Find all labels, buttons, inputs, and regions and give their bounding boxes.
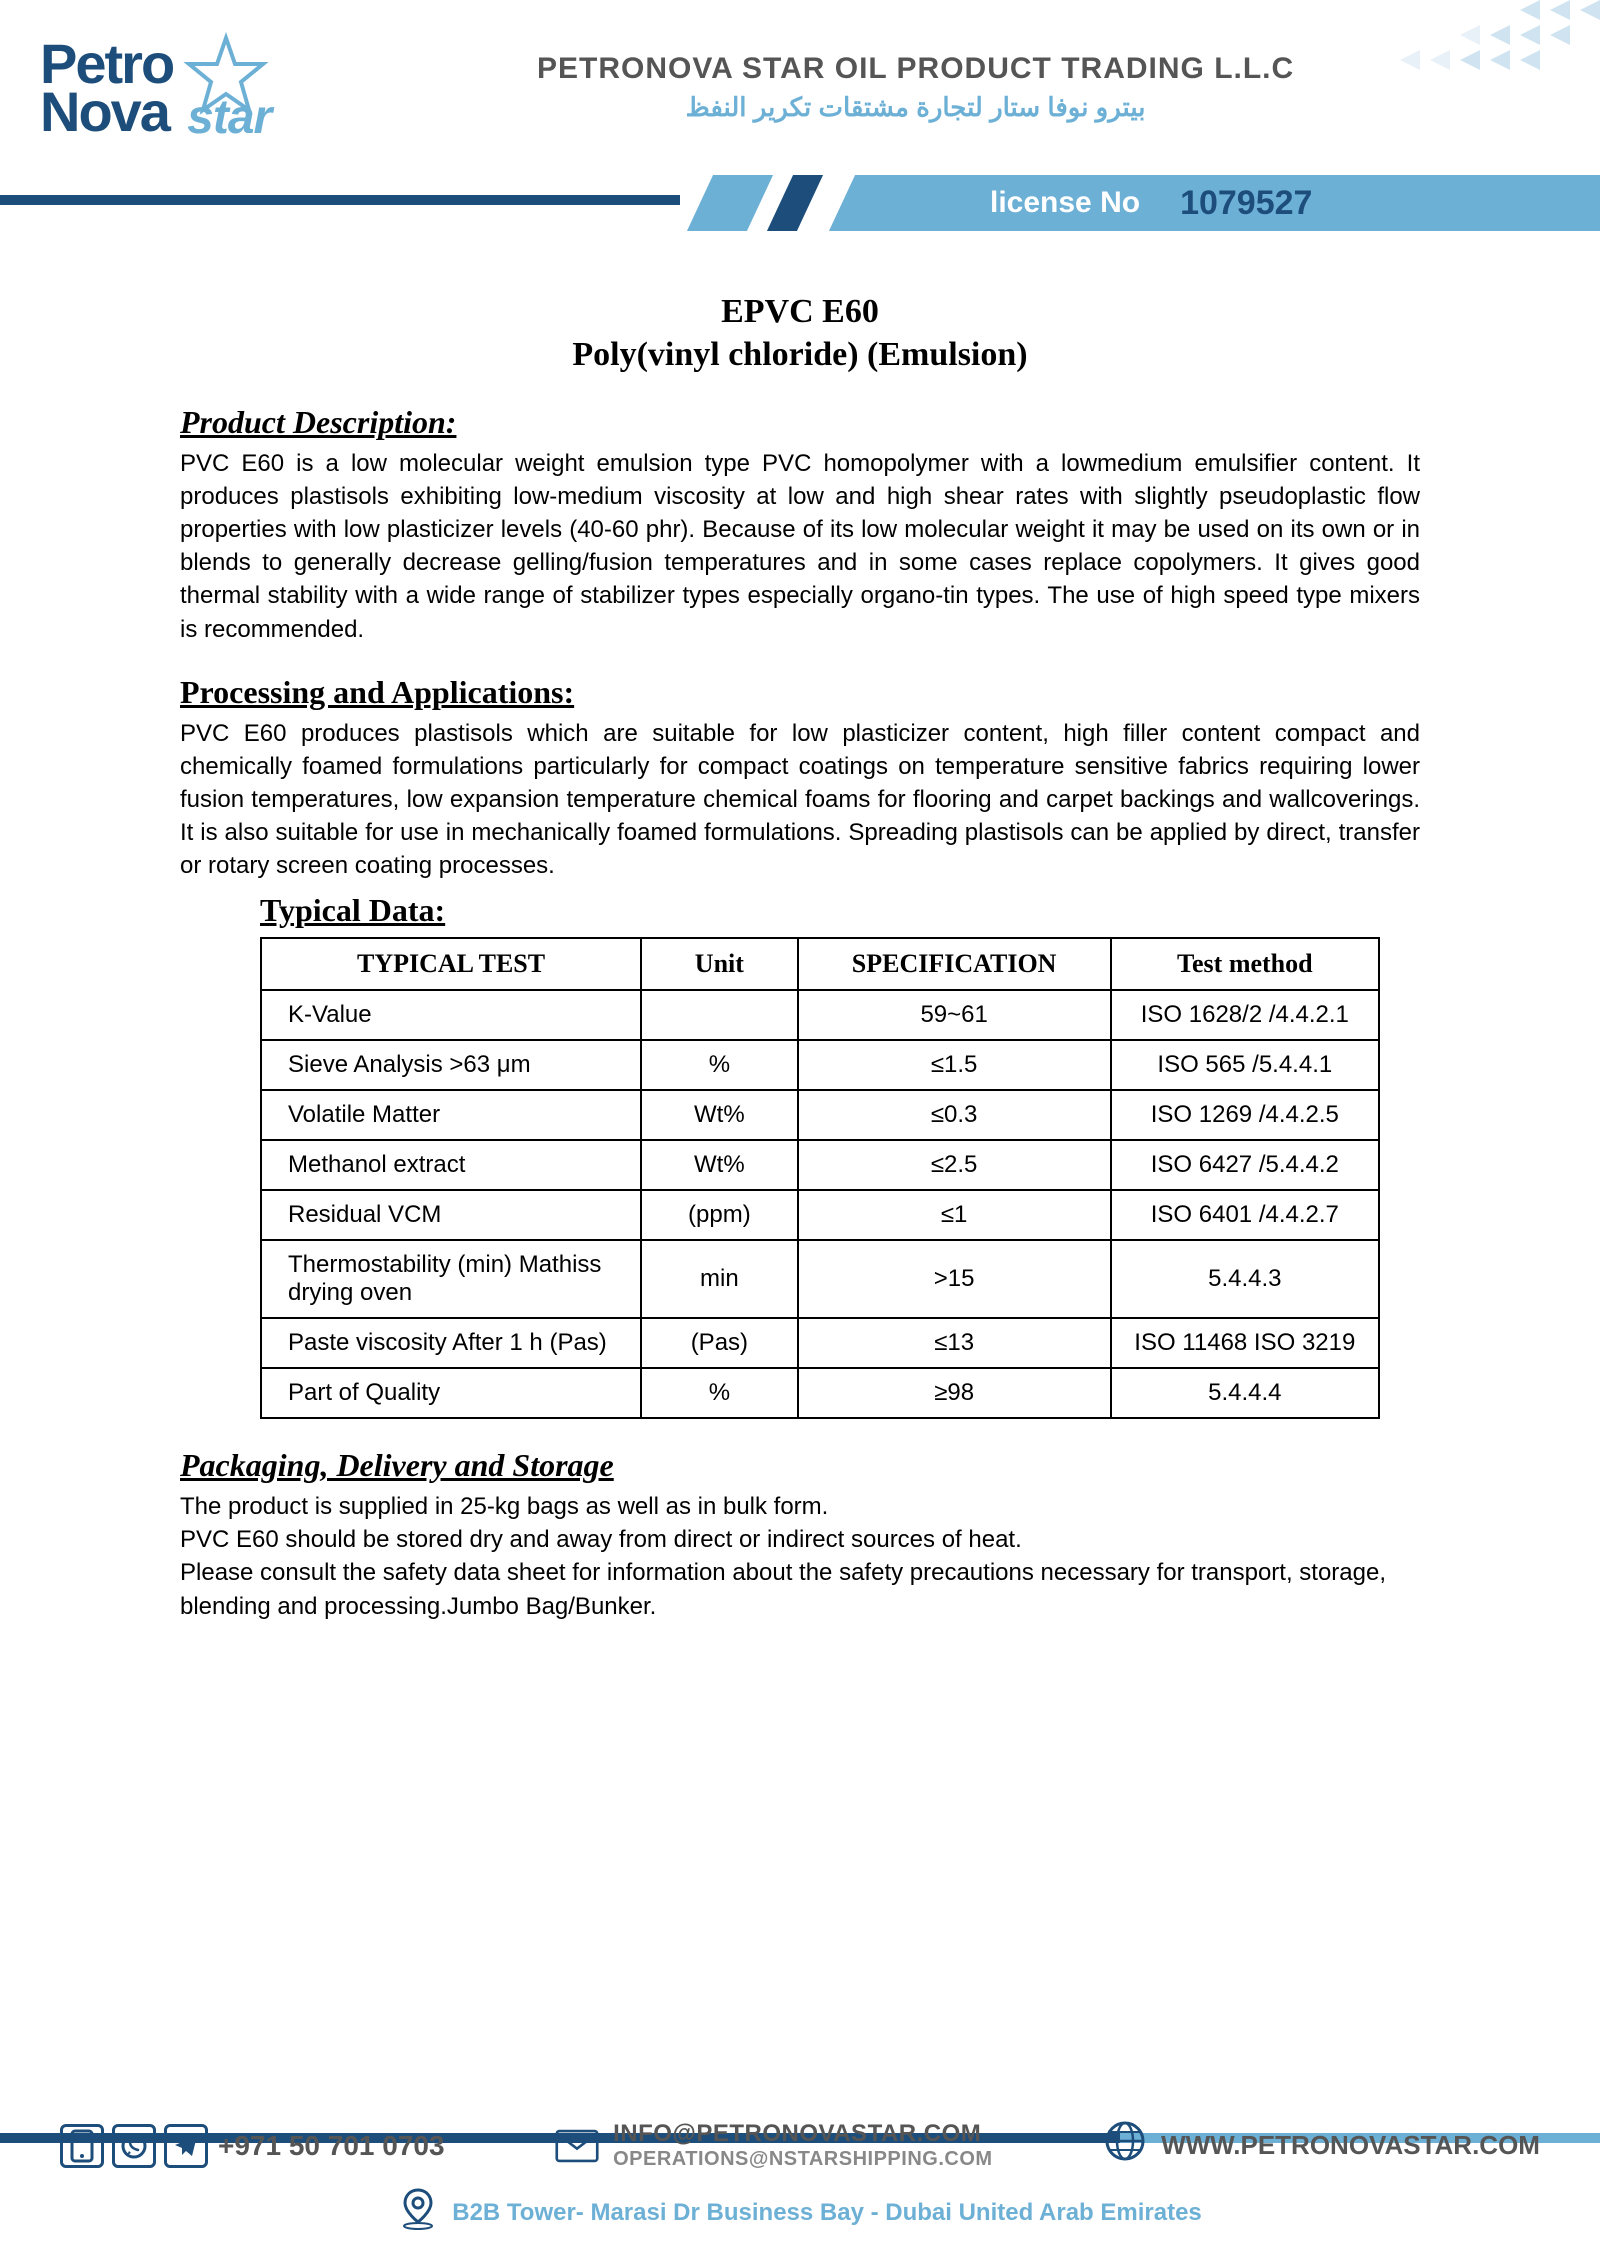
cell-spec: ≤13 [798,1318,1111,1368]
cell-unit [641,990,798,1040]
typical-data-section: Typical Data: TYPICAL TEST Unit SPECIFIC… [260,892,1380,1419]
cell-spec: ≤1 [798,1190,1111,1240]
cell-spec: ≤1.5 [798,1040,1111,1090]
footer-contacts: +971 50 701 0703 INFO@PETRONOVASTAR.COM … [60,2119,1540,2172]
location-icon [398,2186,438,2239]
col-method: Test method [1111,938,1379,990]
license-box: license No 1079527 [870,175,1600,231]
cell-test: Part of Quality [261,1368,641,1418]
table-row: K-Value 59~61ISO 1628/2 /4.4.2.1 [261,990,1379,1040]
cell-test: K-Value [261,990,641,1040]
cell-test: Sieve Analysis >63 μm [261,1040,641,1090]
logo-wordmark: Petro Nova [40,40,173,135]
phone-block: +971 50 701 0703 [60,2124,445,2168]
page: Petro Nova star PETRONOVA STAR OIL PRODU… [0,0,1600,2263]
cell-test: Residual VCM [261,1190,641,1240]
cell-method: ISO 1628/2 /4.4.2.1 [1111,990,1379,1040]
cell-spec: ≥98 [798,1368,1111,1418]
table-row: Part of Quality%≥985.4.4.4 [261,1368,1379,1418]
title-line2: Poly(vinyl chloride) (Emulsion) [180,334,1420,377]
cell-unit: min [641,1240,798,1318]
cell-method: ISO 565 /5.4.4.1 [1111,1040,1379,1090]
license-label: license No [990,186,1140,220]
logo-line2: Nova [40,88,173,136]
cell-test: Paste viscosity After 1 h (Pas) [261,1318,641,1368]
section-heading-description: Product Description: [180,404,1420,441]
globe-icon [1103,2119,1147,2172]
cell-test: Thermostability (min) Mathiss drying ove… [261,1240,641,1318]
license-bar-slash2 [767,175,823,231]
email-secondary: OPERATIONS@NSTARSHIPPING.COM [613,2148,992,2171]
email-lines: INFO@PETRONOVASTAR.COM OPERATIONS@NSTARS… [613,2120,992,2171]
phone-number: +971 50 701 0703 [218,2130,445,2162]
document-title: EPVC E60 Poly(vinyl chloride) (Emulsion) [180,291,1420,376]
table-header-row: TYPICAL TEST Unit SPECIFICATION Test met… [261,938,1379,990]
email-block: INFO@PETRONOVASTAR.COM OPERATIONS@NSTARS… [555,2120,992,2171]
section-heading-typical-data: Typical Data: [260,892,1380,929]
cell-test: Methanol extract [261,1140,641,1190]
telegram-icon [164,2124,208,2168]
spec-table: TYPICAL TEST Unit SPECIFICATION Test met… [260,937,1380,1419]
header-decoration [1100,0,1600,100]
col-test: TYPICAL TEST [261,938,641,990]
cell-method: ISO 11468 ISO 3219 [1111,1318,1379,1368]
section-heading-packaging: Packaging, Delivery and Storage [180,1447,1420,1484]
table-row: Paste viscosity After 1 h (Pas)(Pas)≤13I… [261,1318,1379,1368]
table-row: Thermostability (min) Mathiss drying ove… [261,1240,1379,1318]
table-row: Residual VCM(ppm)≤1ISO 6401 /4.4.2.7 [261,1190,1379,1240]
table-row: Volatile MatterWt%≤0.3ISO 1269 /4.4.2.5 [261,1090,1379,1140]
cell-method: 5.4.4.4 [1111,1368,1379,1418]
website-url: WWW.PETRONOVASTAR.COM [1161,2130,1540,2161]
cell-unit: % [641,1040,798,1090]
cell-method: ISO 6427 /5.4.4.2 [1111,1140,1379,1190]
col-unit: Unit [641,938,798,990]
license-bar-slash1 [687,175,773,231]
license-bar-line [0,195,680,205]
cell-spec: >15 [798,1240,1111,1318]
whatsapp-icon [112,2124,156,2168]
cell-method: 5.4.4.3 [1111,1240,1379,1318]
logo-star: star [181,30,271,145]
packaging-paragraph: The product is supplied in 25-kg bags as… [180,1490,1420,1622]
cell-unit: (ppm) [641,1190,798,1240]
cell-unit: Wt% [641,1090,798,1140]
table-row: Sieve Analysis >63 μm%≤1.5ISO 565 /5.4.4… [261,1040,1379,1090]
email-primary: INFO@PETRONOVASTAR.COM [613,2120,992,2148]
footer: +971 50 701 0703 INFO@PETRONOVASTAR.COM … [0,2119,1600,2239]
logo: Petro Nova star [40,30,271,145]
title-line1: EPVC E60 [180,291,1420,334]
cell-method: ISO 6401 /4.4.2.7 [1111,1190,1379,1240]
mail-icon [555,2124,599,2168]
document-content: EPVC E60 Poly(vinyl chloride) (Emulsion)… [0,231,1600,1663]
phone-icon [60,2124,104,2168]
table-row: Methanol extractWt%≤2.5ISO 6427 /5.4.4.2 [261,1140,1379,1190]
address-row: B2B Tower- Marasi Dr Business Bay - Duba… [60,2186,1540,2239]
website-block: WWW.PETRONOVASTAR.COM [1103,2119,1540,2172]
cell-test: Volatile Matter [261,1090,641,1140]
license-bar: license No 1079527 [0,175,1600,231]
description-paragraph: PVC E60 is a low molecular weight emulsi… [180,447,1420,646]
cell-method: ISO 1269 /4.4.2.5 [1111,1090,1379,1140]
section-heading-processing: Processing and Applications: [180,674,1420,711]
license-number: 1079527 [1180,184,1312,223]
col-spec: SPECIFICATION [798,938,1111,990]
address-text: B2B Tower- Marasi Dr Business Bay - Duba… [452,2199,1202,2227]
cell-spec: ≤0.3 [798,1090,1111,1140]
cell-spec: 59~61 [798,990,1111,1040]
cell-unit: % [641,1368,798,1418]
logo-star-text: star [187,90,271,145]
cell-spec: ≤2.5 [798,1140,1111,1190]
cell-unit: (Pas) [641,1318,798,1368]
processing-paragraph: PVC E60 produces plastisols which are su… [180,717,1420,883]
cell-unit: Wt% [641,1140,798,1190]
social-icons [60,2124,208,2168]
